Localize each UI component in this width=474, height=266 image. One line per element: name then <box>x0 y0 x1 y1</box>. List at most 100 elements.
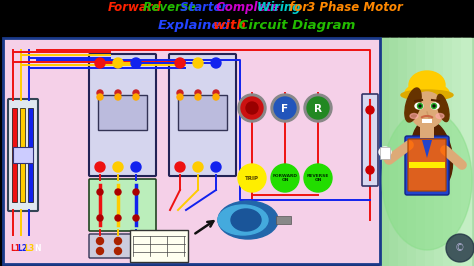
Circle shape <box>213 90 219 96</box>
Circle shape <box>366 166 374 174</box>
Text: R: R <box>314 104 322 114</box>
Circle shape <box>97 94 103 100</box>
Text: F: F <box>282 104 289 114</box>
Ellipse shape <box>436 114 444 118</box>
Circle shape <box>95 58 105 68</box>
Circle shape <box>211 58 221 68</box>
Ellipse shape <box>231 209 261 231</box>
Circle shape <box>175 162 185 172</box>
Circle shape <box>133 90 139 96</box>
Text: Reverse: Reverse <box>139 1 196 14</box>
Bar <box>434 38 444 266</box>
Text: L2: L2 <box>17 244 27 253</box>
Ellipse shape <box>405 88 421 122</box>
Ellipse shape <box>401 90 453 100</box>
Bar <box>420 126 434 138</box>
Circle shape <box>195 90 201 96</box>
Circle shape <box>238 164 266 192</box>
Ellipse shape <box>218 205 268 235</box>
FancyBboxPatch shape <box>408 139 446 191</box>
Circle shape <box>113 162 123 172</box>
Circle shape <box>433 105 435 107</box>
Bar <box>398 38 408 266</box>
Ellipse shape <box>411 120 453 190</box>
Bar <box>13 147 33 163</box>
Circle shape <box>95 162 105 172</box>
Text: Explained: Explained <box>158 19 231 32</box>
FancyBboxPatch shape <box>89 54 156 176</box>
Circle shape <box>213 94 219 100</box>
Text: L1: L1 <box>10 244 20 253</box>
Bar <box>425 38 435 266</box>
Circle shape <box>97 247 103 255</box>
Circle shape <box>419 105 421 107</box>
Bar <box>28 108 33 202</box>
Text: Forward: Forward <box>107 1 161 14</box>
Ellipse shape <box>410 92 444 128</box>
FancyBboxPatch shape <box>362 94 378 186</box>
Circle shape <box>131 58 141 68</box>
FancyBboxPatch shape <box>405 136 449 195</box>
Ellipse shape <box>415 103 423 109</box>
Circle shape <box>246 102 258 114</box>
Circle shape <box>431 103 437 109</box>
Text: with: with <box>204 19 246 32</box>
Circle shape <box>195 94 201 100</box>
Bar <box>380 38 474 266</box>
Text: N: N <box>35 244 41 253</box>
Circle shape <box>177 94 183 100</box>
Circle shape <box>115 189 121 195</box>
Circle shape <box>97 215 103 221</box>
Circle shape <box>307 97 329 119</box>
Circle shape <box>131 162 141 172</box>
Circle shape <box>133 94 139 100</box>
Bar <box>98 95 147 130</box>
Bar <box>422 119 432 123</box>
Ellipse shape <box>431 103 439 109</box>
Circle shape <box>97 238 103 244</box>
Text: REVERSE
ON: REVERSE ON <box>307 174 329 182</box>
Text: L3: L3 <box>24 244 34 253</box>
Bar <box>461 38 471 266</box>
Bar <box>276 216 291 224</box>
Circle shape <box>304 164 332 192</box>
Circle shape <box>175 58 185 68</box>
Text: Starter: Starter <box>175 1 227 14</box>
Circle shape <box>115 215 121 221</box>
Polygon shape <box>422 140 432 158</box>
Circle shape <box>115 90 121 96</box>
Circle shape <box>115 247 121 255</box>
Circle shape <box>418 103 422 109</box>
Text: ©: © <box>455 243 465 253</box>
Circle shape <box>97 189 103 195</box>
Circle shape <box>238 94 266 122</box>
Circle shape <box>241 97 263 119</box>
Bar <box>380 147 390 159</box>
Bar <box>3 38 380 264</box>
Circle shape <box>193 58 203 68</box>
Text: Complete: Complete <box>212 1 279 14</box>
Text: 3 Phase Motor: 3 Phase Motor <box>303 1 403 14</box>
Text: FORWARD
ON: FORWARD ON <box>273 174 298 182</box>
Circle shape <box>113 58 123 68</box>
Ellipse shape <box>437 94 449 122</box>
FancyBboxPatch shape <box>169 54 236 176</box>
Ellipse shape <box>382 110 472 250</box>
Circle shape <box>193 162 203 172</box>
Circle shape <box>115 94 121 100</box>
Bar <box>178 95 227 130</box>
Ellipse shape <box>409 71 445 99</box>
Ellipse shape <box>218 201 278 239</box>
Ellipse shape <box>405 83 449 103</box>
Circle shape <box>271 164 299 192</box>
Text: for: for <box>285 1 308 14</box>
Circle shape <box>304 94 332 122</box>
Bar <box>12 108 17 202</box>
Circle shape <box>446 234 474 262</box>
Bar <box>443 38 453 266</box>
FancyBboxPatch shape <box>130 230 188 262</box>
Bar <box>452 38 462 266</box>
Circle shape <box>133 238 139 244</box>
Text: Wiring: Wiring <box>253 1 301 14</box>
Bar <box>416 38 426 266</box>
